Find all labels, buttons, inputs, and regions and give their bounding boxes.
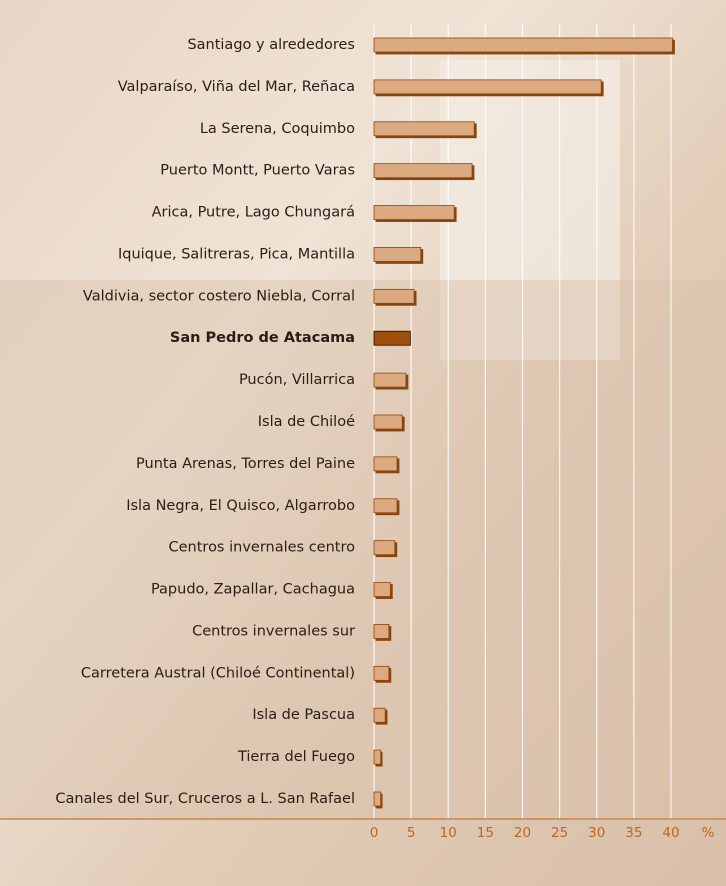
bar: [374, 289, 414, 303]
y-tick-label: Santiago y alrededores: [187, 37, 355, 53]
bar: [374, 164, 472, 178]
y-tick-label: Carretera Austral (Chiloé Continental): [81, 665, 355, 681]
x-tick-label: 0: [370, 825, 379, 841]
y-tick-label: Canales del Sur, Cruceros a L. San Rafae…: [55, 791, 355, 807]
y-tick-label: Iquique, Salitreras, Pica, Mantilla: [118, 246, 355, 262]
bar: [374, 708, 385, 722]
bar: [374, 750, 381, 764]
y-tick-label: Isla Negra, El Quisco, Algarrobo: [126, 498, 355, 514]
bar: [374, 583, 390, 597]
bar: [374, 541, 395, 555]
x-tick-label: 15: [477, 825, 494, 841]
x-tick-label: 25: [551, 825, 568, 841]
x-tick-label: 35: [625, 825, 642, 841]
bar: [374, 247, 421, 261]
x-unit-label: %: [702, 825, 715, 841]
chart: % 0 5 10 15 20 25 30 35 40 Santiago y alrededores…: [0, 0, 726, 886]
y-tick-label: Valdivia, sector costero Niebla, Corral: [83, 288, 355, 304]
bar: [374, 415, 402, 429]
bar: [374, 373, 406, 387]
x-tick-label: 10: [440, 825, 457, 841]
y-tick-label: Punta Arenas, Torres del Paine: [136, 456, 355, 472]
y-tick-label: Centros invernales sur: [192, 623, 355, 639]
y-tick-label: Isla de Chiloé: [258, 414, 355, 430]
y-tick-label: Papudo, Zapallar, Cachagua: [151, 582, 355, 598]
bar: [374, 666, 389, 680]
background-wall: [0, 280, 726, 820]
y-tick-label: San Pedro de Atacama: [170, 330, 355, 346]
x-tick-label: 30: [588, 825, 605, 841]
y-tick-label: Puerto Montt, Puerto Varas: [160, 163, 355, 179]
x-tick-label: 5: [407, 825, 416, 841]
y-tick-label: Arica, Putre, Lago Chungará: [152, 205, 355, 221]
y-tick-label: Isla de Pascua: [252, 707, 355, 723]
y-tick-label: Centros invernales centro: [169, 540, 356, 556]
bar: [374, 792, 381, 806]
bar: [374, 457, 397, 471]
bar: [374, 38, 672, 52]
bar: [374, 624, 389, 638]
bar: [374, 499, 397, 513]
y-tick-label: Pucón, Villarrica: [239, 372, 355, 388]
x-tick-label: 20: [514, 825, 531, 841]
bar: [374, 122, 474, 136]
x-tick-label: 40: [662, 825, 679, 841]
y-tick-label: Tierra del Fuego: [237, 749, 355, 765]
y-tick-label: La Serena, Coquimbo: [200, 121, 355, 137]
bar: [374, 206, 454, 220]
page: {"chart_data": {"type": "hbar", "categor…: [0, 0, 726, 886]
y-tick-label: Valparaíso, Viña del Mar, Reñaca: [118, 79, 355, 95]
bar: [374, 331, 410, 345]
bar: [374, 80, 601, 94]
